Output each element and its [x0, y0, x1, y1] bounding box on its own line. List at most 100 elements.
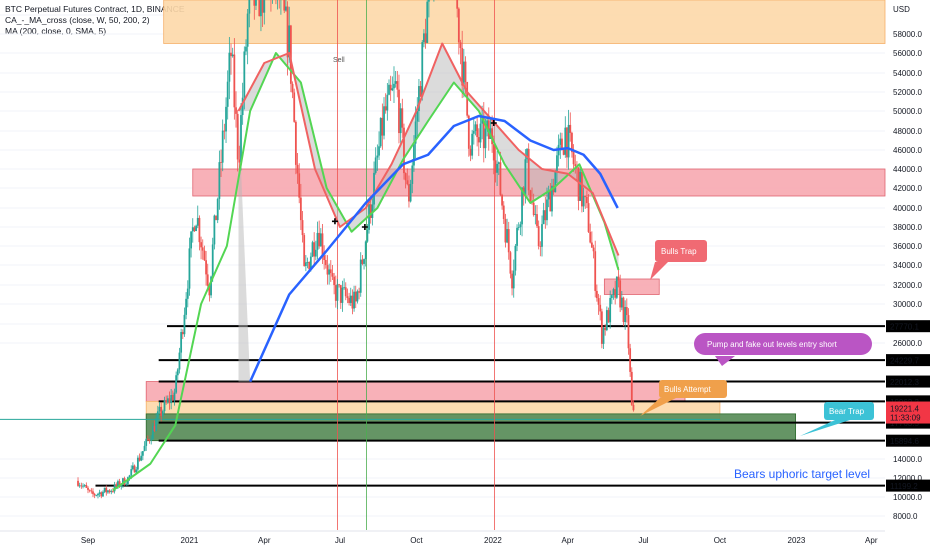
candle-body	[579, 171, 582, 201]
candle-body	[391, 88, 394, 91]
legend-symbol[interactable]: BTC Perpetual Futures Contract, 1D, BINA…	[5, 4, 185, 14]
level-badge-1	[886, 354, 930, 367]
candle-body	[130, 469, 133, 476]
y-tick-label: 58000.0	[893, 30, 922, 39]
candle-body	[388, 84, 390, 95]
candle-body	[181, 332, 184, 335]
candle-body	[205, 260, 207, 275]
candle-body	[321, 233, 324, 256]
candle-body	[293, 92, 296, 122]
candle-body	[203, 250, 206, 261]
candle-body	[245, 46, 247, 52]
candle-body	[235, 107, 237, 114]
candle-body	[537, 226, 540, 247]
legend-indicator-ma-cross[interactable]: CA_-_MA_cross (close, W, 50, 200, 2)	[5, 15, 150, 25]
candle-body	[625, 307, 628, 316]
candle-body	[624, 307, 627, 323]
x-tick-label: Apr	[865, 536, 878, 545]
candle-body	[156, 411, 159, 419]
bulls-trap-label: Bulls Trap	[661, 247, 697, 256]
legend-indicator-sma[interactable]: MA (200, close, 0, SMA, 5)	[5, 26, 107, 36]
candle-body	[496, 163, 498, 173]
candle-body	[200, 242, 202, 248]
y-tick-label: 46000.0	[893, 146, 922, 155]
candle-body	[102, 491, 104, 497]
candle-body	[554, 171, 557, 193]
candle-body	[210, 276, 212, 296]
pump-label: Pump and fake out levels entry short	[707, 340, 838, 349]
candle-body	[236, 113, 239, 160]
candle-body	[190, 231, 193, 249]
candle-body	[344, 287, 347, 297]
candle-body	[381, 117, 384, 136]
candle-body	[146, 439, 149, 440]
candle-body	[614, 289, 617, 298]
candle-body	[532, 202, 535, 215]
candle-body	[486, 120, 489, 129]
chart-legend: BTC Perpetual Futures Contract, 1D, BINA…	[5, 4, 185, 37]
candle-body	[551, 185, 553, 212]
bear-trap-box	[824, 402, 874, 420]
candle-body	[376, 155, 379, 158]
candle-body	[527, 148, 530, 191]
sell-label: Sell	[333, 57, 345, 64]
candle-body	[373, 172, 375, 205]
candle-body	[98, 492, 101, 494]
currency-label: USD	[893, 5, 910, 14]
candle-body	[374, 157, 377, 173]
ma200-line	[237, 42, 620, 256]
candle-body	[221, 130, 224, 163]
candle-body	[461, 48, 464, 86]
candle-body	[339, 285, 342, 303]
candle-body	[166, 398, 169, 403]
candle-body	[82, 485, 84, 487]
y-tick-label: 48000.0	[893, 127, 922, 136]
ma-fill-layer	[238, 43, 619, 382]
candle-body	[351, 295, 354, 309]
candle-body	[240, 115, 242, 163]
candle-body	[198, 217, 201, 243]
candle-body	[386, 94, 389, 111]
candle-body	[562, 149, 565, 155]
candle-body	[93, 493, 96, 496]
candle-body	[83, 485, 86, 486]
zone-red-2	[603, 278, 660, 295]
candle-body	[304, 262, 307, 267]
candle-body	[502, 205, 505, 219]
ma-cross-fill	[238, 43, 619, 270]
candle-body	[409, 183, 412, 202]
candle-body	[326, 265, 329, 275]
candle-body	[587, 203, 590, 232]
candle-body	[188, 248, 191, 289]
candle-body	[185, 298, 188, 315]
candle-body	[291, 83, 294, 93]
candle-body	[501, 194, 503, 206]
level-badge-5	[886, 434, 930, 447]
candle-body	[418, 86, 420, 111]
candle-body	[135, 469, 138, 473]
candle-body	[607, 310, 610, 323]
candle-body	[546, 199, 548, 221]
candle-body	[338, 284, 341, 286]
candle-body	[456, 0, 459, 9]
candle-body	[492, 144, 495, 161]
candle-body	[484, 128, 487, 149]
candle-body	[136, 457, 139, 470]
candle-body	[389, 84, 392, 91]
candle-body	[201, 247, 204, 251]
candle-body	[534, 214, 537, 215]
candle-body	[155, 418, 158, 432]
candle-body	[341, 287, 344, 303]
candle-body	[346, 296, 349, 298]
candle-body	[462, 61, 465, 86]
candle-body	[408, 184, 410, 202]
y-tick-label: 56000.0	[893, 49, 922, 58]
y-tick-label: 52000.0	[893, 88, 922, 97]
candle-body	[590, 242, 593, 248]
candle-body	[597, 298, 600, 305]
candle-body	[413, 143, 415, 166]
candle-body	[582, 196, 585, 207]
y-tick-label: 50000.0	[893, 107, 922, 116]
candle-body	[77, 480, 79, 486]
